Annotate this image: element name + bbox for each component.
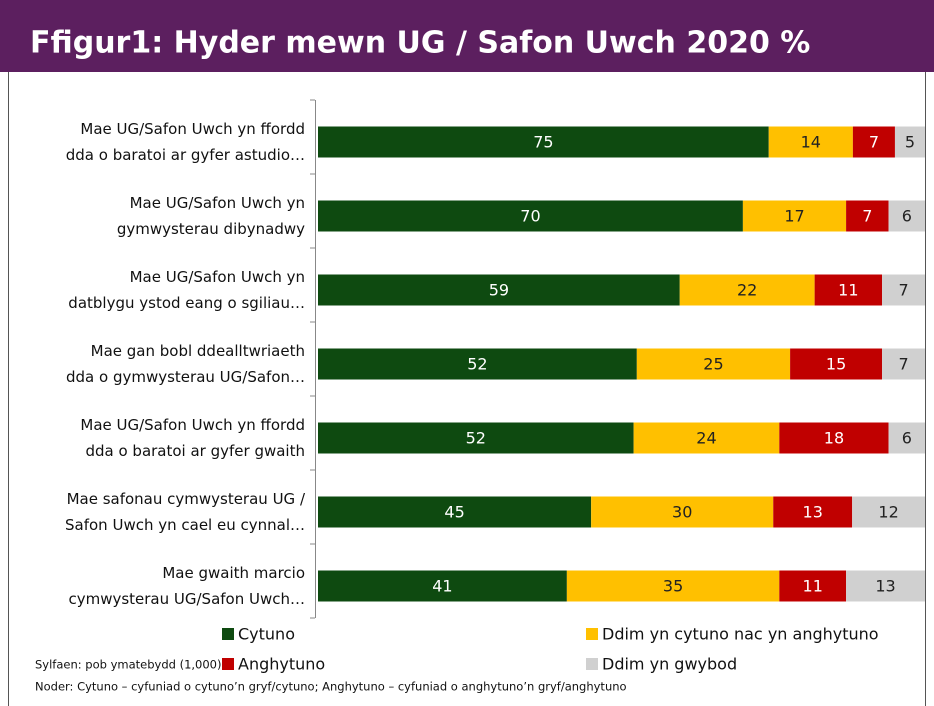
legend-label: Anghytuno	[238, 655, 325, 674]
data-label: 24	[696, 429, 716, 448]
bar-segment	[894, 126, 925, 158]
label-line: dda o baratoi ar gyfer gwaith	[85, 442, 305, 460]
bar-segment	[636, 348, 791, 380]
data-label: 22	[737, 281, 757, 300]
bar-segment	[633, 422, 780, 454]
bar-segment	[882, 274, 925, 306]
data-label: 11	[803, 577, 823, 596]
data-label: 7	[898, 355, 908, 374]
data-label: 52	[467, 355, 487, 374]
data-label: 7	[898, 281, 908, 300]
legend-swatch	[222, 628, 234, 640]
data-label: 13	[803, 503, 823, 522]
label-line: gymwysterau dibynadwy	[117, 220, 305, 238]
y-tick-label: Mae UG/Safon Uwch yn datblygu ystod eang …	[68, 268, 305, 312]
data-label: 6	[902, 207, 912, 226]
chart-title: Ffigur1: Hyder mewn UG / Safon Uwch 2020…	[30, 26, 810, 61]
data-label: 11	[838, 281, 858, 300]
label-line: dda o baratoi ar gyfer astudio…	[66, 146, 305, 164]
legend-label: Ddim yn gwybod	[602, 655, 737, 674]
bar-segment	[318, 126, 769, 158]
bar-segment	[768, 126, 853, 158]
bar-segment	[888, 422, 925, 454]
data-label: 30	[672, 503, 692, 522]
data-label: 52	[466, 429, 486, 448]
data-label: 25	[703, 355, 723, 374]
bar-segment	[566, 570, 780, 602]
legend-swatch	[222, 658, 234, 670]
bar-segment	[846, 570, 925, 602]
bar-segment	[742, 200, 847, 232]
y-tick-label: Mae gwaith marcio cymwysterau UG/Safon Uw…	[68, 564, 305, 608]
bar-segment	[679, 274, 815, 306]
legend-swatch	[586, 628, 598, 640]
data-label: 5	[905, 133, 915, 152]
data-label: 41	[432, 577, 452, 596]
label-line: datblygu ystod eang o sgiliau…	[68, 294, 305, 312]
label-line: Mae UG/Safon Uwch yn	[130, 194, 305, 212]
data-label: 6	[902, 429, 912, 448]
data-label: 13	[875, 577, 895, 596]
label-line: Mae UG/Safon Uwch yn ffordd	[80, 120, 305, 138]
bar-segment	[318, 348, 637, 380]
data-label: 45	[444, 503, 464, 522]
data-label: 7	[862, 207, 872, 226]
y-tick-label: Mae safonau cymwysterau UG / Safon Uwch y…	[65, 490, 306, 534]
bar-segment	[779, 570, 847, 602]
note: Noder: Cytuno – cyfuniad o cytuno’n gryf…	[35, 680, 627, 694]
bar-segment	[790, 348, 883, 380]
bar-segment	[318, 200, 743, 232]
bar-segment	[814, 274, 883, 306]
label-line: Mae gwaith marcio	[162, 564, 305, 582]
data-label: 17	[784, 207, 804, 226]
bar-segment	[846, 200, 889, 232]
legend-label: Cytuno	[238, 625, 295, 644]
y-tick-label: Mae gan bobl ddealltwriaeth dda o gymwyst…	[66, 342, 305, 386]
label-line: Mae UG/Safon Uwch yn ffordd	[80, 416, 305, 434]
legend-label: Ddim yn cytuno nac yn anghytuno	[602, 625, 879, 644]
data-label: 18	[824, 429, 844, 448]
header-band	[0, 0, 934, 72]
label-line: Mae safonau cymwysterau UG /	[67, 490, 306, 508]
data-label: 75	[533, 133, 553, 152]
bar-segment	[773, 496, 853, 528]
bar-segment	[318, 496, 592, 528]
y-tick-label: Mae UG/Safon Uwch yn ffordd dda o baratoi…	[80, 416, 305, 460]
bar-segment	[318, 422, 634, 454]
bar-segment	[882, 348, 925, 380]
label-line: Mae gan bobl ddealltwriaeth	[91, 342, 305, 360]
label-line: Safon Uwch yn cael eu cynnal…	[65, 516, 305, 534]
bar-segment	[852, 126, 895, 158]
data-label: 70	[520, 207, 540, 226]
data-label: 12	[878, 503, 898, 522]
label-line: dda o gymwysterau UG/Safon…	[66, 368, 305, 386]
data-label: 14	[801, 133, 821, 152]
bar-segment	[318, 274, 680, 306]
data-label: 15	[826, 355, 846, 374]
data-label: 59	[489, 281, 509, 300]
note: Sylfaen: pob ymatebydd (1,000)	[35, 658, 221, 672]
legend-swatch	[586, 658, 598, 670]
bar-segment	[888, 200, 925, 232]
bar-segment	[852, 496, 925, 528]
y-tick-label: Mae UG/Safon Uwch yn gymwysterau dibynadw…	[117, 194, 305, 238]
label-line: Mae UG/Safon Uwch yn	[130, 268, 305, 286]
bar-segment	[779, 422, 889, 454]
data-label: 35	[663, 577, 683, 596]
y-tick-label: Mae UG/Safon Uwch yn ffordd dda o baratoi…	[66, 120, 305, 164]
label-line: cymwysterau UG/Safon Uwch…	[68, 590, 305, 608]
bar-segment	[318, 570, 567, 602]
data-label: 7	[869, 133, 879, 152]
bar-segment	[591, 496, 774, 528]
